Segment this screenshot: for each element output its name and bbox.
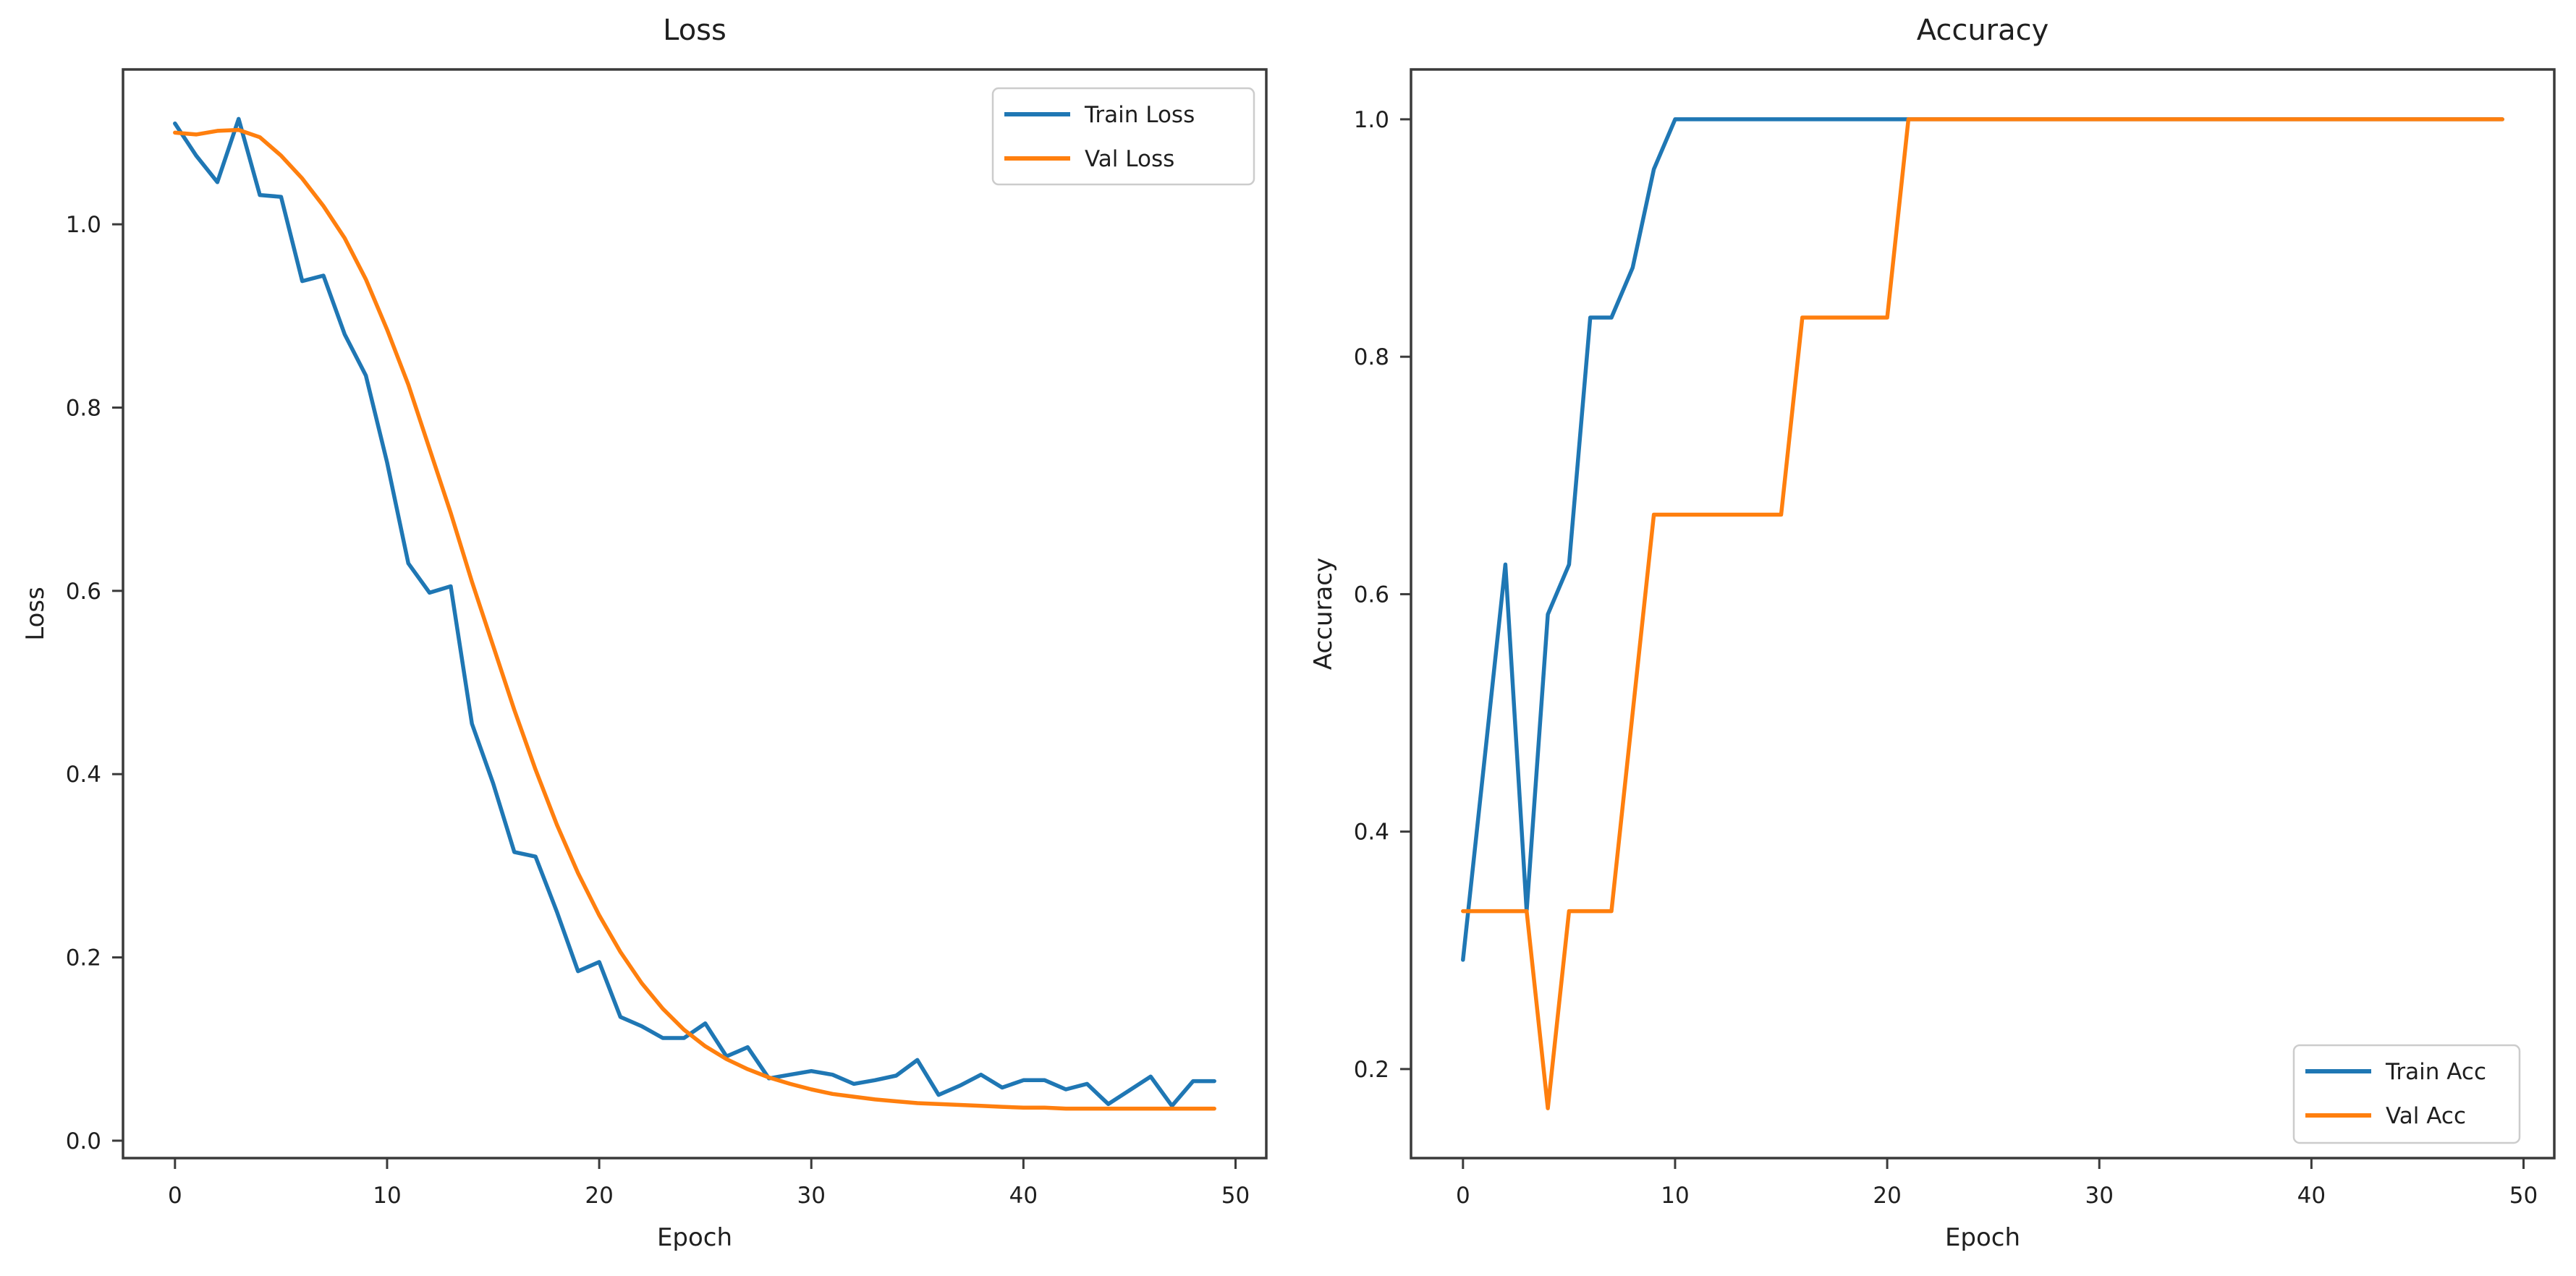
y-axis-tick-label: 0.0 [66,1128,101,1154]
x-axis-tick-label: 40 [2297,1183,2326,1209]
y-axis-tick-label: 0.2 [1354,1057,1389,1083]
x-axis-tick-label: 50 [1221,1183,1250,1209]
x-axis-tick-label: 0 [168,1183,182,1209]
legend-label: Val Acc [2386,1103,2466,1129]
y-axis-label: Loss [21,587,50,641]
chart-title: Accuracy [1917,14,2049,47]
loss-chart-panel: 0 10 20 30 40 50 0.0 0.2 0.4 0.6 0.8 1.0 Loss Epoch Lo… [21,14,1268,1252]
x-axis-tick-label: 0 [1456,1183,1470,1209]
x-axis-tick-label: 50 [2509,1183,2538,1209]
y-axis-tick-label: 0.2 [66,945,101,971]
loss-chart: 0 10 20 30 40 50 0.0 0.2 0.4 0.6 0.8 1.0 Loss Epoch Lo… [21,14,1268,1252]
y-axis-tick-label: 0.6 [66,579,101,605]
x-axis-tick-label: 10 [1661,1183,1689,1209]
accuracy-chart-panel: 0 10 20 30 40 50 0.2 0.4 0.6 0.8 1.0 Accuracy Epoch A… [1288,0,2576,1276]
legend-label: Val Loss [1085,146,1174,172]
x-axis-tick-label: 10 [373,1183,401,1209]
y-axis-tick-label: 0.4 [1354,820,1389,846]
chart-title: Loss [663,14,726,47]
y-axis-tick-label: 0.6 [1354,582,1389,608]
x-axis-tick-label: 20 [585,1183,613,1209]
y-axis-tick-label: 0.8 [1354,344,1389,370]
y-axis-tick-label: 1.0 [66,212,101,238]
y-axis-label: Accuracy [1309,558,1338,670]
plot-border [122,68,1268,1160]
legend-label: Train Loss [1084,102,1195,128]
x-axis-label: Epoch [1945,1223,2020,1252]
legend: Train Loss Val Loss [991,87,1255,186]
x-axis-tick-label: 40 [1009,1183,1038,1209]
val-loss-line [173,127,1216,1111]
x-axis-tick-label: 20 [1873,1183,1901,1209]
accuracy-chart: 0 10 20 30 40 50 0.2 0.4 0.6 0.8 1.0 Accuracy Epoch A… [1309,14,2556,1252]
x-axis-label: Epoch [657,1223,732,1252]
y-axis-tick-label: 0.8 [66,395,101,421]
x-axis-tick-label: 30 [2085,1183,2113,1209]
legend-label: Train Acc [2385,1059,2486,1085]
y-axis-tick-label: 1.0 [1354,107,1389,133]
legend: Train Acc Val Acc [2292,1044,2521,1144]
train-loss-line [173,116,1216,1108]
val-acc-line [1461,117,2504,1110]
y-axis-tick-label: 0.4 [66,762,101,788]
plot-border [1410,68,2556,1160]
x-axis-tick-label: 30 [797,1183,825,1209]
